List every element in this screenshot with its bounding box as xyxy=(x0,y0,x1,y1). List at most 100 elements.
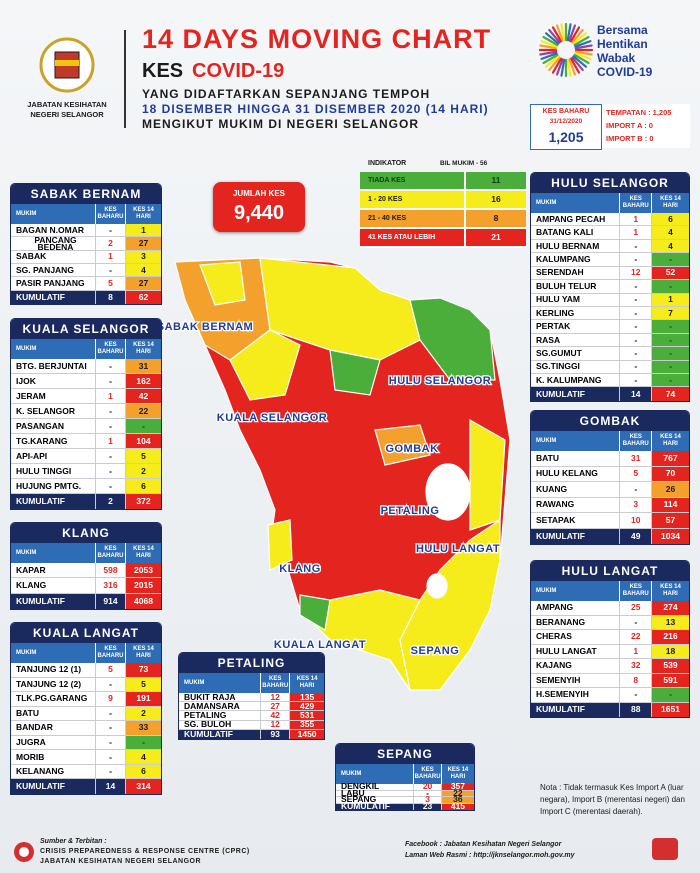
column-header: MUKIM xyxy=(536,199,557,206)
table-row: AMPANG PECAH 1 6 xyxy=(531,213,689,227)
cell-mukim: SG.GUMUT xyxy=(536,347,582,358)
cell-value: - xyxy=(651,333,689,347)
cell-mukim: BULUH TELUR xyxy=(536,280,597,291)
cell-value: 429 xyxy=(289,701,324,711)
column-header: MUKIM xyxy=(184,679,205,686)
cell-value: 357 xyxy=(440,782,474,790)
breakdown: IMPORT B : 0 xyxy=(606,134,654,143)
map-labels: SABAK BERNAM HULU SELANGOR KUALA SELANGOR G… xyxy=(156,320,501,659)
campaign-text: Bersama xyxy=(597,23,648,37)
cell-value: 31 xyxy=(125,359,161,373)
cell-value: 531 xyxy=(289,711,324,720)
cell-value: 73 xyxy=(125,663,161,677)
burst-ray xyxy=(568,58,576,76)
total-value: 9,440 xyxy=(233,202,285,224)
table-header: MUKIM KES BAHARU KES 14 HARI xyxy=(11,543,161,563)
district-table: HULU SELANGOR MUKIM KES BAHARU KES 14 HARI A… xyxy=(530,172,690,402)
indicator-label: 41 KES ATAU LEBIH xyxy=(368,234,436,241)
cell-value: 9 xyxy=(95,692,125,706)
column-header: MUKIM xyxy=(536,587,557,594)
burst-ray xyxy=(539,50,558,56)
cell-value: 70 xyxy=(651,466,689,481)
table-row: PANCANG BEDENA 2 27 xyxy=(11,235,161,251)
map-region xyxy=(374,424,431,466)
cell-value: 8 xyxy=(619,673,651,687)
indicator-value: 8 xyxy=(464,210,526,227)
burst-ray xyxy=(566,58,572,77)
table-row: HUJUNG PMTG. -6 xyxy=(11,479,161,494)
table-row: TLK.PG.GARANG 9 191 xyxy=(11,692,161,707)
cell-mukim: HULU BERNAM xyxy=(536,240,600,251)
map-label: GOMBAK xyxy=(385,443,438,455)
cell-value: - xyxy=(619,320,651,333)
cell-mukim: SEPANG xyxy=(341,794,377,805)
cell-value: 1 xyxy=(125,224,161,237)
district-table: SEPANG MUKIM KES BAHARU KES 14 HARI DENGKIL 2… xyxy=(335,743,475,811)
map-label: HULU LANGAT xyxy=(416,543,500,555)
footer-source: JABATAN KESIHATAN NEGERI SELANGOR xyxy=(40,858,202,865)
cell-mukim: HULU TINGGI xyxy=(16,465,72,476)
cprc-icon xyxy=(652,838,678,860)
cell-value: - xyxy=(651,374,689,387)
indicator-label: 1 - 20 KES xyxy=(368,196,403,203)
campaign-text: Hentikan xyxy=(597,37,648,51)
burst-ray xyxy=(548,28,561,44)
cell-value: 1 xyxy=(651,293,689,306)
total-value: 372 xyxy=(125,494,161,509)
table-row: SG. PANJANG -4 xyxy=(11,263,161,278)
table-header: MUKIM KES BAHARU KES 14 HARI xyxy=(11,204,161,224)
cell-value: 1 xyxy=(95,250,125,263)
cell-value: 3 xyxy=(413,795,441,803)
table-row: BATANG KALI 1 4 xyxy=(531,226,689,240)
cell-value: 22 xyxy=(125,404,161,418)
new-cases-box: KES BAHARU 31/12/2020 1,205 xyxy=(530,104,602,150)
burst-ray xyxy=(539,44,558,50)
campaign-text: COVID-19 xyxy=(597,65,653,79)
table-row: HULU KELANG 5 70 xyxy=(531,466,689,482)
total-label: KUMULATIF xyxy=(341,801,390,811)
cell-value: 42 xyxy=(260,711,289,720)
table-row: KAPAR 598 2053 xyxy=(11,563,161,579)
cell-value: - xyxy=(413,789,441,797)
cell-value: - xyxy=(95,750,125,764)
cell-value: - xyxy=(95,677,125,692)
district-table: SABAK BERNAM MUKIM KES BAHARU KES 14 HARI BA… xyxy=(10,183,162,305)
cell-value: - xyxy=(651,360,689,374)
map-hole xyxy=(426,573,448,599)
cell-value: - xyxy=(95,263,125,277)
column-header: KES 14 HARI xyxy=(651,193,689,213)
column-header: KES 14 HARI xyxy=(125,339,161,359)
cell-mukim: KAPAR xyxy=(16,564,46,575)
table-row: KELANANG -6 xyxy=(11,764,161,780)
cell-mukim: IJOK xyxy=(16,375,36,386)
cell-value: 27 xyxy=(260,701,289,711)
cell-value: 1 xyxy=(95,434,125,448)
table-title: SEPANG xyxy=(336,744,474,764)
total-value: 14 xyxy=(95,779,125,794)
column-header: MUKIM xyxy=(16,549,37,556)
table-row: KAJANG 32 539 xyxy=(531,659,689,674)
indicator-value: 11 xyxy=(464,172,526,189)
cell-value: 12 xyxy=(260,720,289,729)
burst-ray xyxy=(569,26,581,43)
cell-mukim: RAWANG xyxy=(536,499,575,510)
cell-value: 191 xyxy=(125,692,161,706)
burst-ray xyxy=(573,53,590,65)
total-value: 415 xyxy=(440,802,474,810)
table-row: RAWANG 3 114 xyxy=(531,497,689,513)
table-row: TANJUNG 12 (2) -5 xyxy=(11,677,161,693)
cell-mukim: AMPANG PECAH xyxy=(536,213,606,224)
cell-mukim: RASA xyxy=(536,334,561,345)
cell-value: - xyxy=(95,224,125,237)
indicator-label: TIADA KES xyxy=(368,177,406,184)
cell-value: - xyxy=(619,615,651,629)
map-label: SABAK BERNAM xyxy=(157,321,253,333)
column-header: KES BAHARU xyxy=(95,543,125,563)
column-header: MUKIM xyxy=(536,437,557,444)
cell-value: 539 xyxy=(651,659,689,673)
cell-value: 1 xyxy=(619,226,651,239)
cell-value: 4 xyxy=(125,263,161,277)
cell-value: 6 xyxy=(651,213,689,226)
total-value: 4068 xyxy=(125,593,161,609)
